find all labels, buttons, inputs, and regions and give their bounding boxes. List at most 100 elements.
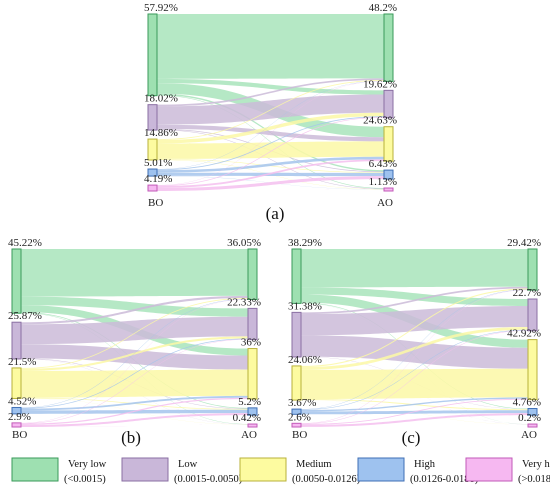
legend-name: Medium bbox=[296, 459, 332, 470]
right-percent-label: 6.43% bbox=[369, 158, 397, 170]
right-node bbox=[383, 187, 394, 192]
flow-link bbox=[21, 344, 248, 370]
left-node bbox=[147, 184, 158, 192]
flow-link bbox=[301, 326, 528, 370]
flow-link bbox=[301, 329, 528, 410]
left-node bbox=[147, 138, 158, 161]
flow-link bbox=[301, 289, 528, 410]
right-percent-label: 36.05% bbox=[227, 237, 261, 249]
flow-link bbox=[21, 397, 248, 425]
right-node bbox=[527, 423, 538, 428]
right-node bbox=[527, 298, 538, 332]
flow-link bbox=[157, 80, 384, 170]
legend-name: High bbox=[414, 459, 436, 470]
legend-swatch bbox=[357, 457, 405, 482]
right-node bbox=[247, 423, 258, 428]
legend-range: (0.0050-0.0126) bbox=[292, 474, 361, 485]
legend-name: Low bbox=[178, 459, 198, 470]
flow-link bbox=[301, 330, 528, 425]
legend-name: Very high bbox=[522, 459, 550, 470]
legend-range: (0.0015-0.0050) bbox=[174, 474, 243, 485]
legend-range: (<0.0015) bbox=[64, 474, 106, 485]
right-percent-label: 22.33% bbox=[227, 296, 261, 308]
flow-link bbox=[301, 289, 528, 424]
flow-group bbox=[157, 14, 384, 191]
right-node bbox=[527, 339, 538, 401]
right-axis-label: AO bbox=[377, 197, 393, 209]
left-node bbox=[291, 248, 302, 304]
flow-link bbox=[301, 413, 528, 427]
left-percent-label: 5.01% bbox=[144, 157, 172, 169]
left-node bbox=[11, 422, 22, 428]
flow-link bbox=[21, 312, 248, 425]
right-percent-label: 19.62% bbox=[363, 78, 397, 90]
left-axis-label: BO bbox=[12, 429, 27, 441]
flow-link bbox=[301, 397, 528, 412]
legend-item: Low (0.0015-0.0050) bbox=[121, 457, 243, 485]
legend-range: (>0.0188) bbox=[518, 474, 550, 485]
panel-label-c: (c) bbox=[402, 428, 421, 447]
flow-link bbox=[157, 117, 384, 187]
sankey-panel-c: 38.29% 29.42% 31.38% 22.7% 24.06% 42.92% 3.67%… bbox=[288, 237, 541, 441]
flow-link bbox=[301, 398, 528, 425]
flow-link bbox=[157, 176, 384, 191]
legend: Very low(<0.0015)Low(0.0015-0.0050)Mediu… bbox=[11, 457, 550, 485]
right-percent-label: 4.76% bbox=[513, 397, 541, 409]
flow-link bbox=[157, 14, 384, 79]
legend-item: Medium (0.0050-0.0126) bbox=[239, 457, 361, 485]
flow-link bbox=[301, 368, 528, 400]
left-node bbox=[11, 406, 22, 415]
flow-link bbox=[21, 295, 248, 325]
panel-label-b: (b) bbox=[121, 428, 141, 447]
flow-link bbox=[21, 339, 248, 424]
flow-link bbox=[21, 369, 248, 398]
right-node bbox=[247, 407, 258, 416]
legend-swatch bbox=[121, 457, 169, 482]
flow-link bbox=[21, 296, 248, 317]
flow-link bbox=[301, 286, 528, 315]
right-percent-label: 29.42% bbox=[507, 237, 541, 249]
flow-link bbox=[21, 424, 248, 427]
sankey-panel-b: 45.22% 36.05% 25.87% 22.33% 21.5% 36% 4.52% 5.2… bbox=[8, 237, 261, 441]
flow-group bbox=[21, 249, 248, 427]
legend-item: Very low (<0.0015) bbox=[11, 457, 107, 485]
left-percent-label: 4.52% bbox=[8, 395, 36, 407]
left-percent-label: 3.67% bbox=[288, 397, 316, 409]
right-node bbox=[527, 248, 538, 291]
right-percent-label: 0.42% bbox=[233, 412, 261, 424]
left-percent-label: 31.38% bbox=[288, 300, 322, 312]
right-percent-label: 36% bbox=[241, 337, 261, 349]
legend-swatch bbox=[239, 457, 287, 482]
left-node bbox=[147, 168, 158, 177]
left-node bbox=[291, 311, 302, 358]
right-percent-label: 1.13% bbox=[369, 176, 397, 188]
left-node bbox=[291, 365, 302, 401]
flow-link bbox=[301, 249, 528, 288]
left-percent-label: 4.19% bbox=[144, 173, 172, 185]
right-node bbox=[527, 408, 538, 416]
left-percent-label: 38.29% bbox=[288, 237, 322, 249]
legend-swatch bbox=[11, 457, 59, 482]
flow-link bbox=[21, 338, 248, 409]
right-percent-label: 22.7% bbox=[513, 287, 541, 299]
right-node bbox=[383, 13, 394, 82]
left-node bbox=[11, 248, 22, 314]
flow-link bbox=[301, 288, 528, 368]
left-axis-label: BO bbox=[148, 197, 163, 209]
left-node bbox=[291, 422, 302, 428]
left-node bbox=[147, 104, 158, 131]
flow-link bbox=[157, 141, 384, 159]
flow-link bbox=[301, 287, 528, 307]
legend-item: High (0.0126-0.0188) bbox=[357, 457, 479, 485]
flow-link bbox=[157, 159, 384, 188]
flow-link bbox=[21, 413, 248, 427]
left-node bbox=[147, 13, 158, 97]
flow-link bbox=[21, 395, 248, 411]
right-percent-label: 24.63% bbox=[363, 115, 397, 127]
flow-link bbox=[157, 129, 384, 190]
legend-range: (0.0126-0.0188) bbox=[410, 474, 479, 485]
flow-link bbox=[21, 249, 248, 297]
flow-link bbox=[157, 81, 384, 186]
left-percent-label: 2.9% bbox=[8, 411, 31, 423]
right-node bbox=[247, 348, 258, 400]
